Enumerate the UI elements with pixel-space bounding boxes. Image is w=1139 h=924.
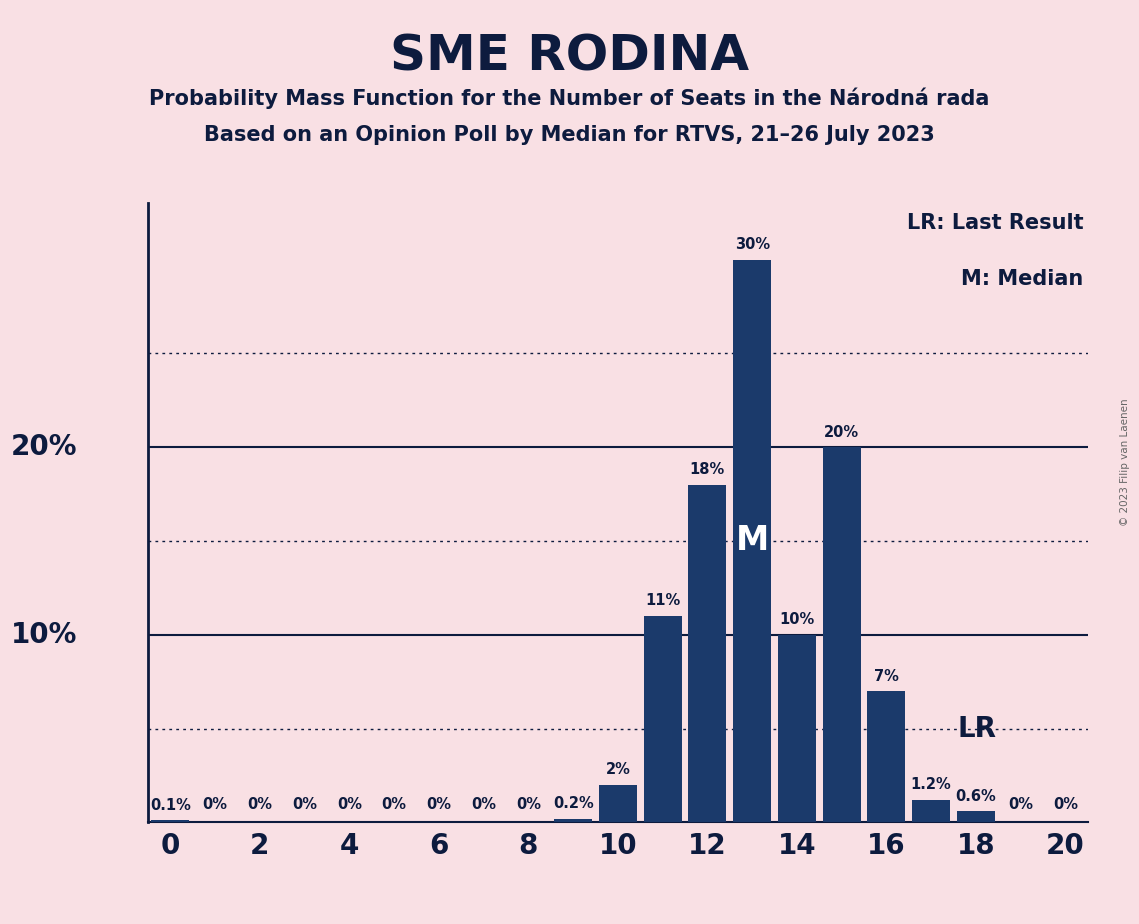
Text: SME RODINA: SME RODINA — [390, 32, 749, 80]
Text: 0%: 0% — [293, 797, 317, 812]
Text: Probability Mass Function for the Number of Seats in the Národná rada: Probability Mass Function for the Number… — [149, 88, 990, 109]
Text: 10%: 10% — [11, 621, 77, 649]
Text: 18%: 18% — [690, 462, 726, 477]
Text: M: Median: M: Median — [961, 269, 1083, 289]
Text: 0%: 0% — [247, 797, 272, 812]
Bar — [734, 260, 771, 822]
Text: LR: LR — [957, 714, 997, 743]
Text: Based on an Opinion Poll by Median for RTVS, 21–26 July 2023: Based on an Opinion Poll by Median for R… — [204, 125, 935, 145]
Text: 0%: 0% — [426, 797, 451, 812]
Text: 7%: 7% — [874, 669, 899, 684]
Bar — [957, 811, 994, 822]
Bar — [644, 616, 681, 822]
Text: 20%: 20% — [825, 425, 859, 440]
Text: 0%: 0% — [382, 797, 407, 812]
Text: © 2023 Filip van Laenen: © 2023 Filip van Laenen — [1121, 398, 1130, 526]
Bar — [555, 819, 592, 822]
Text: 0%: 0% — [1008, 797, 1033, 812]
Bar — [868, 691, 906, 822]
Text: 0.6%: 0.6% — [956, 788, 997, 804]
Bar — [778, 635, 816, 822]
Text: 0%: 0% — [516, 797, 541, 812]
Bar — [151, 821, 189, 822]
Text: 20%: 20% — [11, 433, 77, 461]
Bar — [912, 800, 950, 822]
Text: 0%: 0% — [337, 797, 362, 812]
Text: 11%: 11% — [645, 593, 680, 609]
Text: 2%: 2% — [606, 762, 630, 777]
Text: 0%: 0% — [203, 797, 228, 812]
Text: 0.2%: 0.2% — [552, 796, 593, 811]
Text: 10%: 10% — [779, 613, 814, 627]
Text: 0.1%: 0.1% — [150, 798, 191, 813]
Text: 0%: 0% — [1052, 797, 1077, 812]
Bar — [822, 447, 861, 822]
Text: 30%: 30% — [735, 237, 770, 252]
Text: M: M — [736, 525, 769, 557]
Text: 0%: 0% — [472, 797, 497, 812]
Text: 1.2%: 1.2% — [911, 777, 951, 793]
Bar — [688, 485, 727, 822]
Bar — [599, 784, 637, 822]
Text: LR: Last Result: LR: Last Result — [907, 213, 1083, 233]
